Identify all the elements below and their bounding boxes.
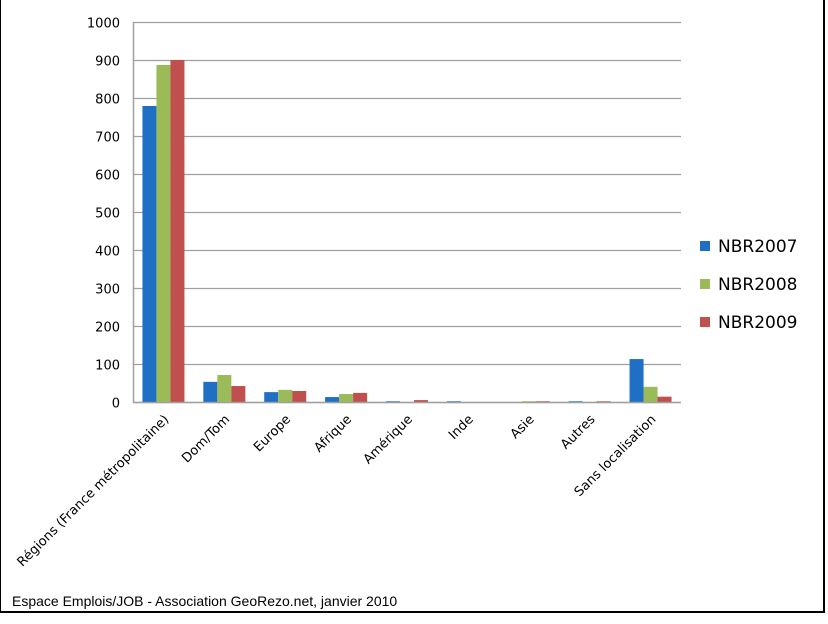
bar-nbr2007 <box>568 401 583 402</box>
y-tick-label: 200 <box>95 321 120 336</box>
legend-label: NBR2007 <box>718 237 797 257</box>
x-tick-label: Régions (France métropolitaine) <box>15 412 173 570</box>
bar-nbr2009 <box>170 60 185 402</box>
y-tick-label: 900 <box>95 55 120 70</box>
bar-nbr2008 <box>156 64 171 402</box>
bar-nbr2009 <box>535 401 550 402</box>
bar-nbr2009 <box>657 396 672 402</box>
y-tick-label: 1000 <box>87 17 120 32</box>
bar-nbr2009 <box>414 400 428 402</box>
y-tick-label: 0 <box>112 397 120 412</box>
bar-nbr2007 <box>325 397 340 402</box>
bar-nbr2007 <box>446 401 461 402</box>
legend-swatch <box>700 279 710 289</box>
y-tick-label: 700 <box>95 131 120 146</box>
bar-nbr2007 <box>264 392 279 402</box>
bar-nbr2008 <box>217 375 232 402</box>
y-tick-label: 300 <box>95 283 120 298</box>
bar-nbr2008 <box>643 386 658 402</box>
bar-nbr2008 <box>521 401 536 402</box>
bar-nbr2009 <box>292 390 307 402</box>
legend-label: NBR2008 <box>718 275 797 295</box>
x-tick-label: Inde <box>446 412 477 443</box>
bar-nbr2007 <box>142 105 157 402</box>
y-tick-label: 800 <box>95 93 120 108</box>
y-tick-label: 600 <box>95 169 120 184</box>
bar-nbr2009 <box>596 401 611 402</box>
bar-nbr2008 <box>278 389 293 402</box>
bar-nbr2009 <box>231 386 246 402</box>
chart-frame <box>0 0 825 613</box>
x-tick-label: Dom/Tom <box>179 412 233 466</box>
bar-nbr2009 <box>353 392 368 402</box>
caption: Espace Emplois/JOB - Association GeoRezo… <box>12 593 398 609</box>
x-tick-label: Autres <box>558 412 599 453</box>
y-tick-label: 400 <box>95 245 120 260</box>
x-tick-label: Asie <box>508 412 538 442</box>
bar-nbr2008 <box>339 394 354 402</box>
y-tick-label: 100 <box>95 359 120 374</box>
x-tick-label: Amérique <box>361 412 416 467</box>
bar-nbr2007 <box>629 359 644 402</box>
legend-swatch <box>700 317 710 327</box>
bar-nbr2007 <box>203 381 218 402</box>
x-tick-label: Europe <box>251 412 294 455</box>
legend-label: NBR2009 <box>718 313 797 333</box>
bar-nbr2007 <box>386 401 400 402</box>
y-tick-label: 500 <box>95 207 120 222</box>
x-tick-label: Afrique <box>311 412 354 455</box>
legend-swatch <box>700 241 710 251</box>
